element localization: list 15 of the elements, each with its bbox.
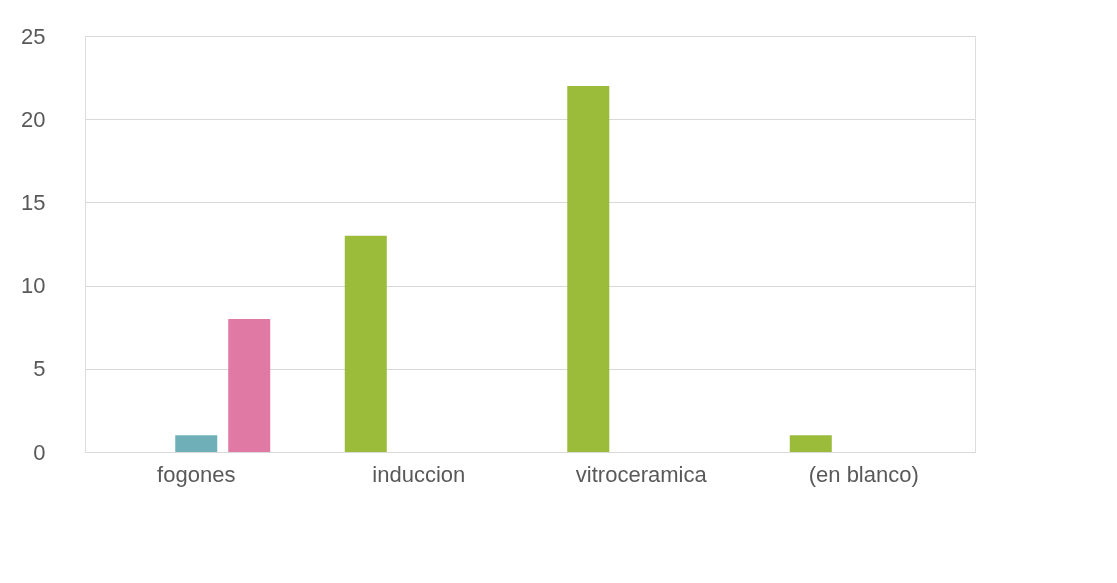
bar (344, 235, 387, 452)
y-tick-label: 10 (21, 273, 46, 299)
y-tick-label: 25 (21, 23, 46, 49)
bar (228, 318, 271, 452)
x-tick-label: (en blanco) (808, 461, 919, 487)
x-tick-label: induccion (372, 461, 466, 487)
y-tick-label: 5 (33, 356, 46, 382)
y-tick-label: 0 (33, 439, 46, 465)
x-tick-label: fogones (157, 461, 236, 487)
x-tick-label: vitroceramica (575, 461, 708, 487)
y-tick-label: 20 (21, 106, 46, 132)
bar (567, 85, 610, 452)
bar (789, 435, 832, 452)
bar (175, 435, 218, 452)
y-tick-label: 15 (21, 189, 46, 215)
